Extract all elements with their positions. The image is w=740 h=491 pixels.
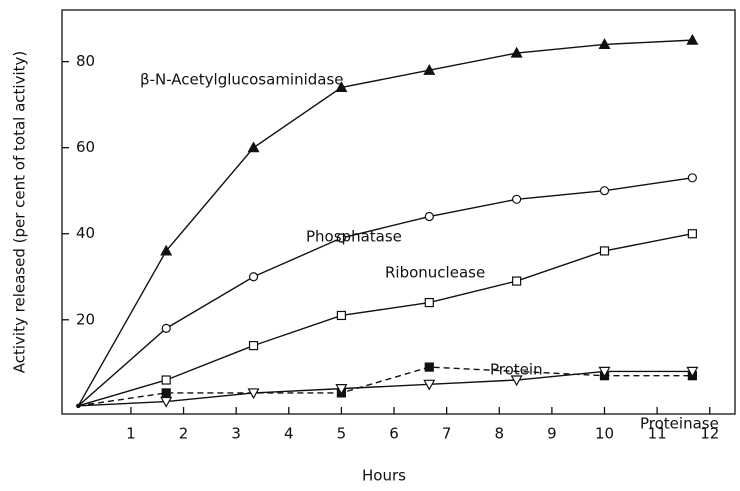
series-label: Phosphatase: [306, 228, 402, 246]
series-label: Protein: [490, 361, 543, 379]
marker: [336, 233, 347, 243]
marker: [161, 323, 171, 333]
plot-frame: [61, 9, 736, 415]
y-tick-label: 60: [76, 138, 95, 156]
origin-point: [76, 403, 81, 408]
marker: [335, 384, 348, 395]
marker: [336, 310, 347, 321]
marker: [248, 272, 259, 282]
x-tick-label: 11: [648, 425, 667, 443]
marker: [247, 388, 260, 400]
marker: [424, 297, 434, 308]
x-tick-label: 5: [337, 425, 347, 443]
marker: [161, 388, 171, 398]
y-tick-label: 20: [76, 310, 95, 328]
marker: [160, 396, 173, 408]
marker: [510, 46, 523, 58]
marker: [687, 173, 697, 183]
marker: [423, 63, 436, 75]
marker: [424, 362, 434, 372]
marker: [686, 366, 699, 378]
marker: [335, 81, 348, 93]
marker: [599, 246, 610, 256]
marker: [247, 141, 260, 153]
x-tick-label: 2: [179, 425, 189, 443]
marker: [686, 33, 699, 45]
y-axis-label: Activity released (per cent of total act…: [11, 51, 29, 373]
series-label: Proteinase: [640, 415, 719, 433]
y-tick-label: 80: [76, 52, 95, 70]
series-label: β-N-Acetylglucosaminidase: [140, 71, 344, 89]
x-tick-label: 8: [494, 425, 504, 443]
marker: [687, 229, 697, 239]
x-tick-label: 1: [126, 425, 136, 443]
x-tick-label: 6: [389, 425, 399, 443]
marker: [160, 244, 173, 256]
marker: [248, 340, 259, 351]
y-tick-label: 40: [76, 224, 95, 242]
x-tick-label: 3: [231, 425, 241, 443]
marker: [423, 379, 436, 391]
marker: [512, 276, 522, 286]
x-tick-label: 7: [442, 425, 452, 443]
marker: [512, 194, 522, 204]
series-line: [77, 39, 693, 407]
marker: [510, 375, 523, 387]
x-tick-label: 10: [595, 425, 614, 443]
series-line: [78, 370, 693, 407]
series-line: [78, 366, 693, 407]
series-line: [77, 177, 693, 407]
marker: [598, 38, 611, 50]
x-tick-label: 9: [547, 425, 557, 443]
series-label: Ribonuclease: [385, 264, 485, 282]
series-line: [78, 233, 693, 407]
marker: [161, 375, 171, 385]
marker: [598, 366, 611, 378]
x-tick-label: 4: [284, 425, 294, 443]
x-axis-label: Hours: [362, 467, 406, 485]
marker: [424, 211, 434, 222]
marker: [599, 186, 610, 196]
x-tick-label: 12: [700, 425, 719, 443]
